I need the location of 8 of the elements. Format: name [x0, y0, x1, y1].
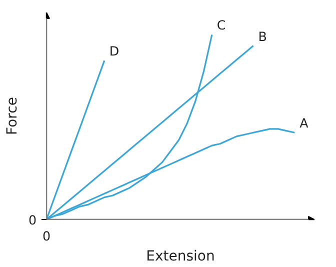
series-label: A — [300, 116, 309, 131]
text: 0 — [42, 228, 51, 244]
text: 0 — [28, 212, 37, 228]
x-axis-title: Extension — [146, 248, 215, 264]
series-label: B — [258, 28, 267, 44]
series-label: D — [109, 44, 120, 59]
series-label: C — [216, 18, 226, 33]
y-axis-title: Force — [4, 97, 20, 135]
